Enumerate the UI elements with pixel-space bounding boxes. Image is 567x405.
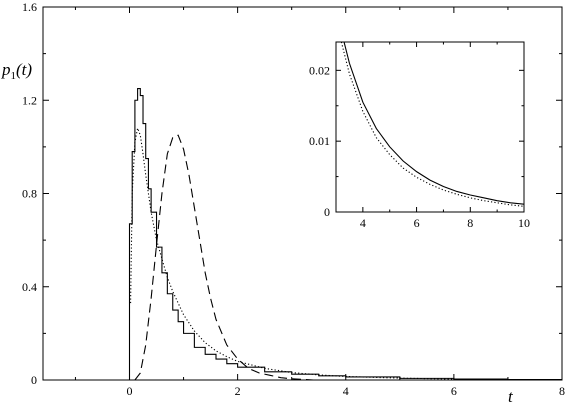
main-series-dashed-line xyxy=(134,134,314,380)
main-xtick-label: 2 xyxy=(235,384,241,398)
inset-xtick-label: 10 xyxy=(518,216,530,230)
main-xtick-label: 4 xyxy=(343,384,349,398)
main-series-solid-step-line xyxy=(128,88,562,380)
inset-ytick-label: 0.01 xyxy=(309,134,330,148)
main-xtick-label: 6 xyxy=(451,384,457,398)
inset-ytick-label: 0 xyxy=(324,205,330,219)
main-ytick-label: 0.4 xyxy=(22,280,37,294)
main-series-dotted-line xyxy=(130,126,562,380)
inset-series-solid-line xyxy=(343,42,524,205)
main-ylabel-subscript: 1 xyxy=(11,70,17,82)
inset-series-dotted-line xyxy=(340,42,524,207)
main-series-group xyxy=(128,88,562,380)
inset-ytick-label: 0.02 xyxy=(309,63,330,77)
main-xlabel: t xyxy=(508,387,514,405)
inset-frame xyxy=(335,41,525,213)
main-ytick-label: 1.6 xyxy=(22,0,37,14)
main-ylabel-argument: (t) xyxy=(16,60,32,79)
inset-plot: 4 6 8 10 0 0.01 0.02 xyxy=(309,41,530,230)
main-ylabel-symbol: p xyxy=(1,60,11,79)
main-ytick-label: 1.2 xyxy=(22,93,37,107)
inset-xtick-label: 8 xyxy=(467,216,473,230)
main-xtick-label: 0 xyxy=(127,384,133,398)
main-ytick-label: 0.8 xyxy=(22,187,37,201)
inset-xtick-label: 4 xyxy=(360,216,366,230)
inset-series-group xyxy=(340,42,524,207)
main-xtick-label: 8 xyxy=(559,384,565,398)
main-ytick-label: 0 xyxy=(31,373,37,387)
main-ylabel: p1(t) xyxy=(1,60,32,82)
inset-xtick-label: 6 xyxy=(414,216,420,230)
